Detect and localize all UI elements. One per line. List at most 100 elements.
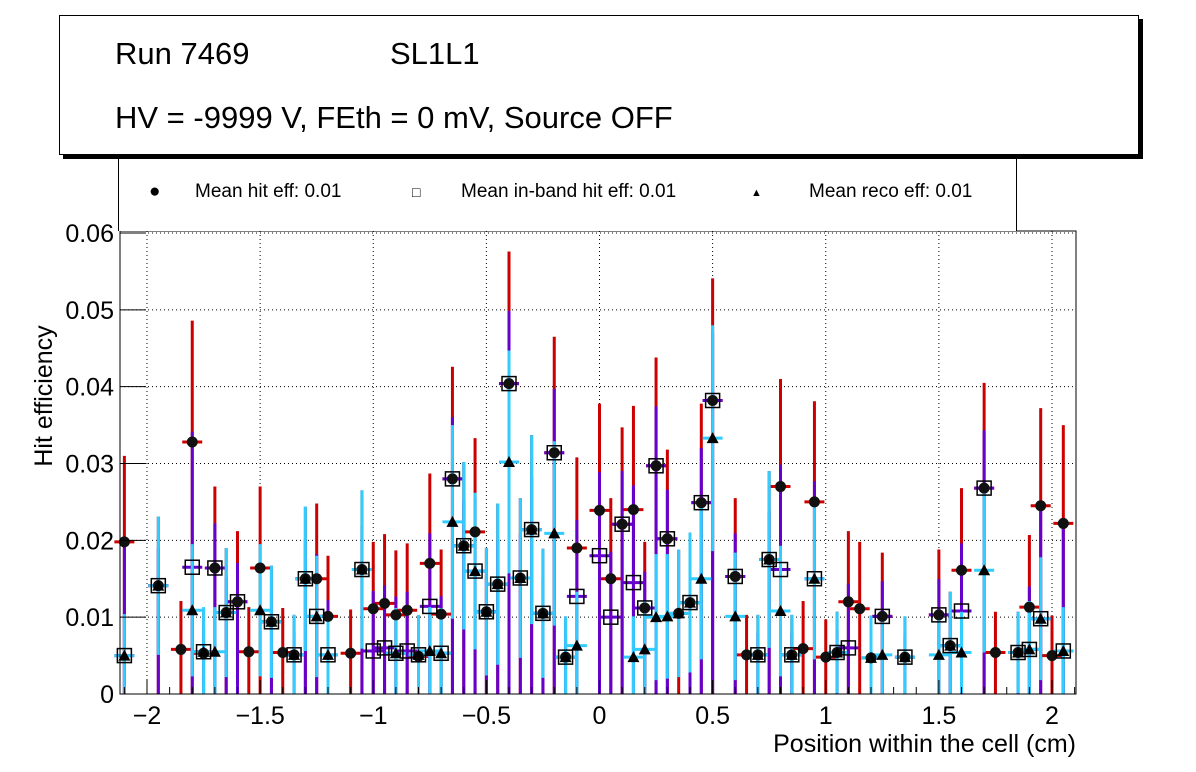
reco-eff-point — [197, 645, 210, 657]
hit-eff-point — [854, 603, 866, 615]
reco-eff-point — [389, 647, 402, 659]
x-tick-label: −0.5 — [462, 702, 511, 730]
inband-eff-point — [750, 647, 766, 663]
hit-eff-point — [118, 536, 130, 548]
inband-eff-point — [229, 594, 246, 610]
x-tick-label: 0 — [593, 702, 607, 730]
inband-eff-point — [942, 637, 958, 654]
hit-eff-point — [277, 647, 289, 659]
reco-eff-point — [514, 571, 527, 583]
hit-eff-point — [820, 651, 832, 663]
hit-eff-point — [605, 573, 617, 585]
x-tick-label: −1 — [359, 702, 388, 730]
reco-eff-point — [491, 578, 504, 590]
y-tick-label: 0.02 — [65, 527, 114, 555]
reco-eff-point — [706, 432, 719, 444]
hit-eff-point — [989, 647, 1001, 659]
inband-eff-point — [467, 563, 483, 579]
inband-eff-point — [116, 647, 133, 664]
hit-eff-point — [1035, 500, 1047, 512]
hit-eff-point — [978, 482, 990, 494]
hit-eff-point — [469, 526, 481, 538]
inband-eff-point — [761, 551, 777, 568]
y-tick-label: 0.06 — [65, 220, 114, 248]
reco-eff-point — [570, 639, 583, 651]
inband-eff-point — [456, 537, 472, 554]
hit-eff-point — [707, 394, 719, 406]
reco-eff-point — [661, 610, 674, 622]
hit-eff-point — [842, 596, 854, 608]
reco-eff-point — [1023, 643, 1036, 655]
reco-eff-point — [1057, 644, 1070, 656]
hit-eff-point — [729, 570, 741, 582]
hit-eff-point — [775, 481, 786, 493]
reco-eff-point — [412, 648, 425, 660]
reco-eff-point — [944, 639, 957, 651]
x-axis-label: Position within the cell (cm) — [773, 730, 1076, 758]
reco-eff-point — [186, 604, 199, 616]
inband-eff-point — [784, 647, 800, 663]
y-tick-label: 0.01 — [65, 604, 114, 632]
y-axis-label: Hit efficiency — [30, 325, 58, 467]
inband-eff-point — [806, 571, 823, 587]
hit-eff-point — [797, 643, 809, 655]
inband-eff-point — [648, 458, 664, 474]
hit-eff-point — [232, 596, 243, 608]
inband-eff-point — [840, 640, 857, 656]
hit-eff-point — [1057, 517, 1069, 529]
reco-eff-point — [548, 527, 561, 539]
reco-eff-point — [932, 648, 945, 660]
reco-eff-point — [208, 645, 221, 657]
grid-lines — [120, 231, 1076, 694]
y-tick-label: 0 — [100, 681, 114, 709]
hit-eff-point — [379, 597, 391, 609]
hit-eff-point — [876, 610, 888, 622]
reco-eff-point — [152, 579, 165, 591]
reco-eff-point — [955, 646, 968, 658]
hit-eff-point — [956, 564, 967, 576]
reco-eff-point — [254, 604, 267, 616]
inband-eff-point — [195, 643, 212, 660]
hit-eff-point — [390, 609, 402, 621]
reco-eff-point — [355, 563, 368, 575]
run-conditions: HV = -9999 V, FEth = 0 mV, Source OFF — [115, 100, 673, 135]
plot-frame — [119, 230, 1077, 695]
reco-eff-point — [729, 610, 742, 622]
run-number: Run 7469 — [115, 36, 250, 71]
reco-eff-point — [808, 572, 821, 584]
reco-eff-point — [898, 651, 911, 663]
inband-eff-point — [308, 608, 325, 625]
inband-eff-point — [501, 375, 517, 392]
inband-eff-point — [320, 647, 336, 663]
inband-eff-point — [772, 561, 789, 578]
hit-eff-point — [446, 473, 458, 485]
legend-label-reco: Mean reco eff: 0.01 — [809, 181, 973, 202]
inband-eff-point — [535, 605, 551, 622]
title-box: Run 7469 SL1L1 HV = -9999 V, FEth = 0 mV… — [59, 15, 1139, 155]
inband-eff-point — [614, 516, 630, 532]
inband-eff-point — [829, 644, 845, 661]
reco-eff-point — [672, 607, 685, 619]
x-tick-label: 0.5 — [695, 702, 730, 730]
layer-name: SL1L1 — [390, 36, 480, 71]
hit-eff-point — [254, 562, 266, 574]
hit-eff-point — [1023, 601, 1035, 613]
reco-eff-point — [774, 605, 787, 617]
inband-eff-point — [207, 560, 223, 576]
y-tick-label: 0.05 — [65, 297, 114, 325]
inband-eff-point — [489, 576, 506, 592]
x-tick-label: −1.5 — [235, 702, 284, 730]
inband-eff-point — [976, 480, 992, 496]
reco-eff-point — [435, 647, 448, 659]
inband-eff-point — [388, 645, 404, 662]
hit-eff-point — [808, 496, 820, 508]
hit-eff-point — [594, 504, 605, 516]
reco-eff-point — [763, 553, 776, 565]
reco-eff-point — [876, 648, 889, 660]
inband-eff-point — [444, 471, 461, 487]
inband-eff-point — [184, 559, 200, 575]
error-bars — [114, 251, 1074, 694]
inband-eff-point — [591, 547, 608, 564]
hit-eff-point — [401, 604, 413, 616]
